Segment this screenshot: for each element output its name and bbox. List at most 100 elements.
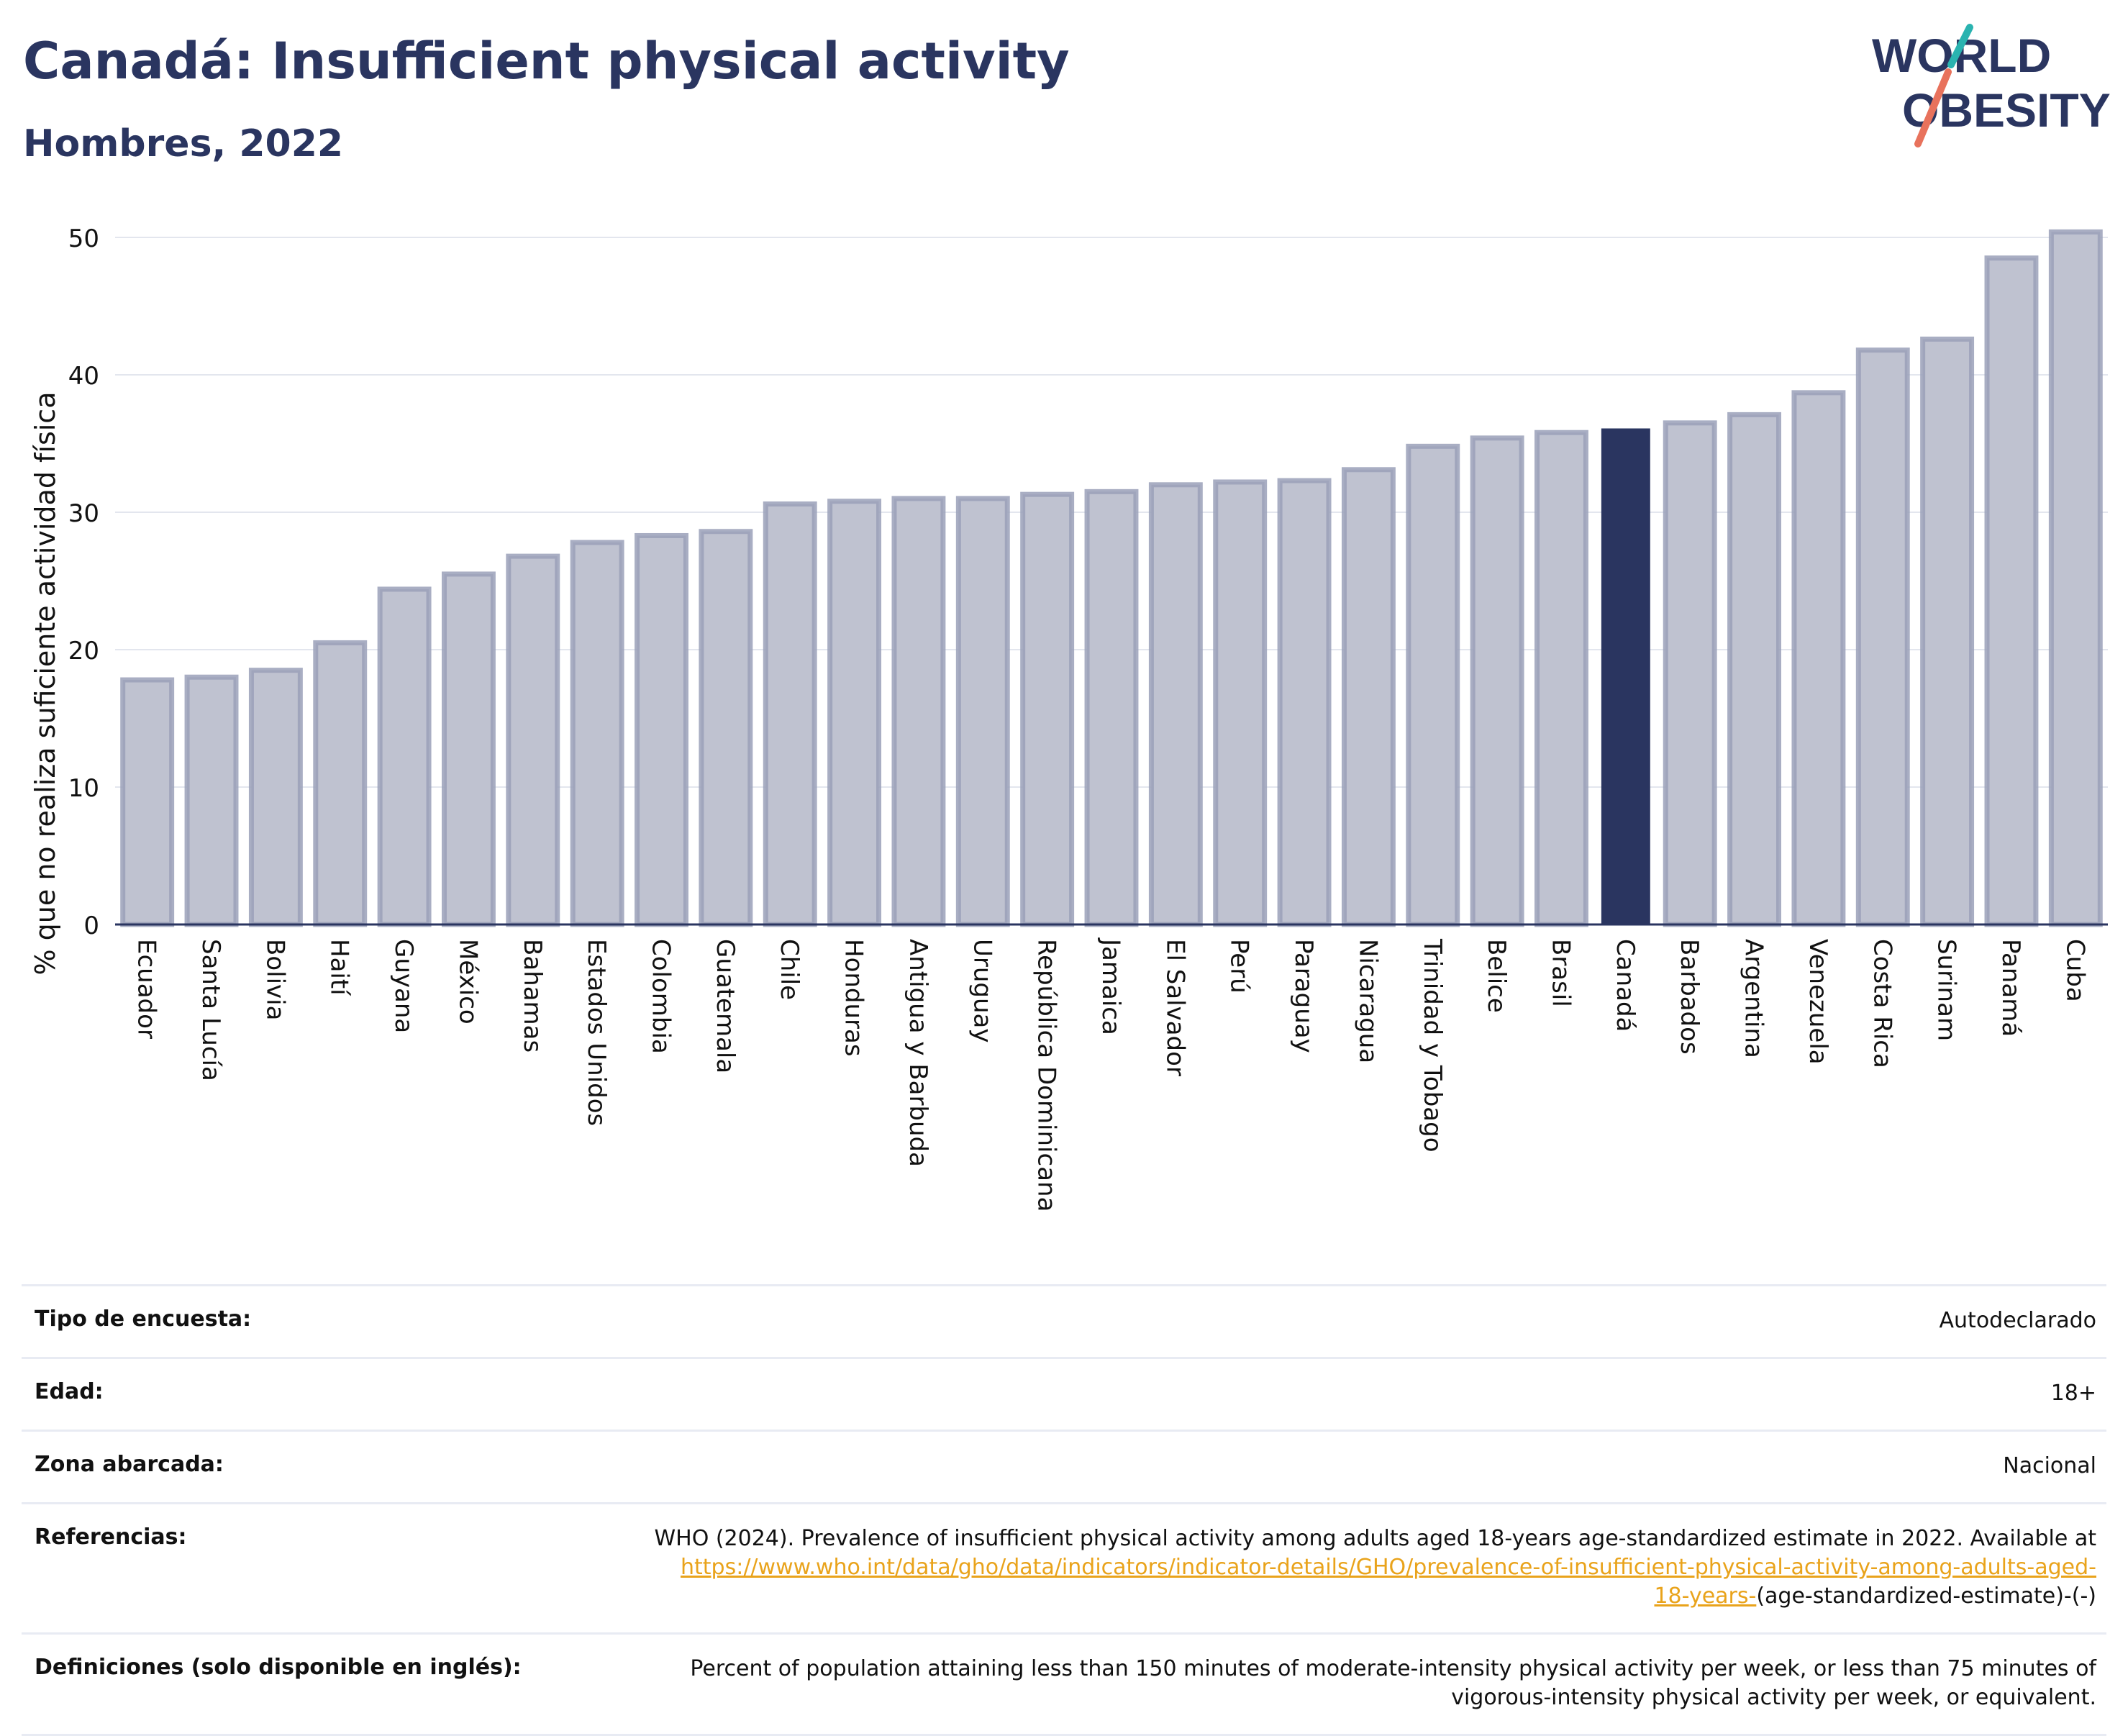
y-tick-label: 0 <box>83 912 99 940</box>
references-tail: (age-standardized-estimate)-(-) <box>1756 1583 2096 1609</box>
x-tick-label: Perú <box>1225 939 1254 994</box>
definitions-value: Percent of population attaining less tha… <box>690 1655 2096 1712</box>
bar-chart: 0 10 20 30 40 50 Ecuador Santa Lucía Bolivia Hait… <box>29 224 2108 1212</box>
survey-type-value: Autodeclarado <box>1939 1308 2096 1333</box>
x-tick-label: Colombia <box>647 939 676 1054</box>
bar <box>120 677 175 927</box>
bar <box>377 586 432 927</box>
x-tick-label: Bahamas <box>518 939 547 1053</box>
references-link[interactable]: https://www.who.int/data/gho/data/indica… <box>681 1555 2096 1609</box>
x-tick-label: El Salvador <box>1160 939 1189 1076</box>
x-tick-label: Surinam <box>1932 939 1961 1041</box>
info-table: Tipo de encuesta: Autodeclarado Edad: 18… <box>22 1284 2106 1736</box>
bar <box>506 553 560 927</box>
logo-slash-teal <box>1947 24 1973 68</box>
bar <box>1148 482 1203 927</box>
bar <box>827 499 882 927</box>
x-tick-label: Bolivia <box>260 939 289 1020</box>
world-obesity-logo: WORLD OBESITY <box>1872 24 2111 147</box>
age-label: Edad: <box>35 1379 104 1404</box>
bar-highlight <box>1601 428 1650 924</box>
x-tick-label: Paraguay <box>1289 939 1318 1053</box>
x-tick-label: Argentina <box>1740 939 1768 1058</box>
definitions-line-2: vigorous-intensity physical activity per… <box>1451 1685 2096 1710</box>
bar <box>248 668 303 927</box>
x-tick-label: Canadá <box>1611 939 1640 1032</box>
y-tick-label: 50 <box>68 224 99 253</box>
bar <box>1406 443 1460 927</box>
bar <box>1984 255 2039 927</box>
x-tick-label: Antigua y Barbuda <box>904 939 932 1167</box>
references-value: WHO (2024). Prevalence of insufficient p… <box>654 1524 2096 1611</box>
references-label: Referencias: <box>35 1524 187 1550</box>
info-row-area: Zona abarcada: Nacional <box>22 1430 2106 1502</box>
y-tick-label: 40 <box>68 362 99 391</box>
x-tick-label: Venezuela <box>1804 939 1832 1065</box>
bars <box>120 229 2103 927</box>
chart-subtitle: Hombres, 2022 <box>23 122 344 165</box>
x-tick-label: Estados Unidos <box>582 939 611 1126</box>
bar <box>1855 347 1910 927</box>
definitions-label: Definiciones (solo disponible en inglés)… <box>35 1655 522 1680</box>
bar <box>1084 488 1139 927</box>
bar <box>1213 479 1268 927</box>
bar <box>570 540 624 927</box>
x-tick-label: Guyana <box>389 939 418 1033</box>
info-row-age: Edad: 18+ <box>22 1357 2106 1430</box>
area-label: Zona abarcada: <box>35 1452 224 1477</box>
x-tick-label: Santa Lucía <box>196 939 225 1081</box>
x-tick-label: Panamá <box>1996 939 2025 1037</box>
bar <box>955 496 1010 927</box>
axes: 0 10 20 30 40 50 Ecuador Santa Lucía Bolivia Hait… <box>68 224 2108 1212</box>
survey-type-label: Tipo de encuesta: <box>35 1306 252 1332</box>
logo-slash-coral <box>1914 68 1952 147</box>
info-row-definitions: Definiciones (solo disponible en inglés)… <box>22 1632 2106 1736</box>
x-tick-label: Costa Rica <box>1868 939 1896 1068</box>
x-tick-label: Chile <box>775 939 804 1000</box>
x-tick-label: Ecuador <box>132 939 161 1039</box>
x-tick-label: Honduras <box>840 939 868 1057</box>
area-value: Nacional <box>2003 1453 2096 1478</box>
x-tick-label: Uruguay <box>968 939 996 1043</box>
bar <box>699 529 753 927</box>
x-tick-label: México <box>453 939 482 1024</box>
info-row-references: Referencias: WHO (2024). Prevalence of i… <box>22 1502 2106 1632</box>
bar <box>1341 467 1396 927</box>
x-tick-label: Jamaica <box>1096 937 1125 1035</box>
x-tick-label: Haití <box>325 939 354 996</box>
chart-title: Canadá: Insufficient physical activity <box>23 32 1070 91</box>
y-axis-label: % que no realiza suficiente actividad fí… <box>29 392 61 976</box>
definitions-line-1: Percent of population attaining less tha… <box>690 1656 2096 1681</box>
x-tick-label: Trinidad y Tobago <box>1418 938 1447 1153</box>
x-tick-label: Belice <box>1482 939 1511 1013</box>
bar <box>891 496 946 927</box>
bar <box>313 640 368 927</box>
y-tick-label: 20 <box>68 637 99 665</box>
x-tick-label: Nicaragua <box>1353 939 1382 1063</box>
age-value: 18+ <box>2050 1381 2096 1406</box>
references-link-part-1[interactable]: https://www.who.int/data/gho/data/indica… <box>681 1555 2096 1580</box>
x-tick-label: Guatemala <box>711 939 740 1073</box>
bar <box>763 501 817 927</box>
bar <box>1020 491 1075 927</box>
x-tick-label: República Dominicana <box>1032 939 1061 1212</box>
bar <box>635 532 688 927</box>
bar <box>1791 390 1846 927</box>
y-tick-label: 30 <box>68 499 99 528</box>
bar <box>1920 336 1975 927</box>
bar <box>2048 229 2103 927</box>
bar <box>441 571 496 927</box>
bar <box>184 674 239 927</box>
bar <box>1663 420 1717 927</box>
bar <box>1277 478 1332 927</box>
references-text: WHO (2024). Prevalence of insufficient p… <box>654 1526 2096 1551</box>
references-link-part-2[interactable]: 18-years- <box>1654 1583 1757 1609</box>
info-row-survey: Tipo de encuesta: Autodeclarado <box>22 1284 2106 1357</box>
x-tick-label: Barbados <box>1675 939 1704 1055</box>
x-tick-label: Cuba <box>2060 939 2089 1002</box>
bar <box>1727 412 1782 927</box>
x-tick-label: Brasil <box>1546 939 1575 1007</box>
bar <box>1534 430 1588 927</box>
y-tick-label: 10 <box>68 774 99 803</box>
bar <box>1470 435 1524 927</box>
